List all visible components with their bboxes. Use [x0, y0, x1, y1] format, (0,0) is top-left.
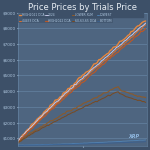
- BOTTOM: [106, 142, 108, 144]
- Title: Price Prices by Trials Price: Price Prices by Trials Price: [28, 3, 137, 12]
- BOTTOM: [22, 145, 24, 146]
- HIGH2021 DCA: [74, 82, 75, 84]
- LOWEST: [75, 143, 77, 144]
- HIGH2022 DCA: [99, 66, 101, 68]
- HIGH2021 DCA: [95, 63, 96, 65]
- LOWER XLM: [95, 97, 96, 99]
- BOTTOM: [96, 143, 98, 144]
- 2024: [17, 141, 19, 143]
- 60,63,65 DCA: [132, 98, 134, 100]
- 60,63,65 DCA: [117, 91, 119, 93]
- 60,63,65 DCA: [145, 101, 147, 103]
- BOTTOM: [132, 141, 134, 143]
- 2024: [104, 57, 106, 59]
- BOTTOM: [17, 144, 19, 146]
- Line: LOWER XLM: LOWER XLM: [18, 87, 146, 143]
- LOWER XLM: [93, 97, 95, 99]
- LOWER XLM: [99, 95, 101, 97]
- 60,63,65 DCA: [93, 101, 95, 103]
- 2024: [95, 66, 96, 68]
- LOWEST: [145, 139, 147, 141]
- HIGH2021 DCA: [130, 31, 132, 33]
- LOWEST: [96, 142, 98, 143]
- BOTTOM: [145, 141, 147, 142]
- LOWER XLM: [104, 92, 106, 94]
- BOTTOM: [75, 143, 77, 145]
- HIGH2021 DCA: [17, 140, 19, 141]
- LOWEST: [17, 144, 19, 146]
- HIGH2022 DCA: [93, 72, 95, 74]
- BOTTOM: [101, 142, 103, 144]
- HIGH2022 DCA: [104, 62, 106, 64]
- Line: 44433 DCA: 44433 DCA: [18, 25, 146, 142]
- 2024: [99, 61, 101, 63]
- 44433 DCA: [95, 67, 96, 69]
- 44433 DCA: [104, 59, 106, 61]
- LOWER XLM: [74, 107, 75, 109]
- 60,63,65 DCA: [74, 111, 75, 113]
- 60,63,65 DCA: [104, 96, 106, 98]
- LOWEST: [95, 142, 96, 144]
- LOWER XLM: [17, 142, 19, 144]
- HIGH2021 DCA: [145, 20, 147, 22]
- 44433 DCA: [74, 86, 75, 88]
- HIGH2022 DCA: [145, 27, 147, 29]
- LOWEST: [106, 141, 108, 143]
- LOWEST: [101, 141, 103, 143]
- 44433 DCA: [99, 63, 101, 65]
- Text: XRP: XRP: [128, 134, 139, 139]
- HIGH2022 DCA: [95, 70, 96, 72]
- LOWEST: [20, 144, 22, 146]
- LOWER XLM: [117, 86, 119, 88]
- 60,63,65 DCA: [99, 99, 101, 101]
- 2024: [93, 67, 95, 68]
- 60,63,65 DCA: [17, 142, 19, 144]
- LOWER XLM: [132, 93, 134, 95]
- HIGH2022 DCA: [74, 88, 75, 90]
- Line: HIGH2021 DCA: HIGH2021 DCA: [18, 21, 146, 140]
- HIGH2021 DCA: [93, 63, 95, 65]
- Legend: HIGH2021 DCA, 44433 DCA, 2024, HIGH2022 DCA, LOWER XLM, 60,63,65 DCA, LOWEST, BO: HIGH2021 DCA, 44433 DCA, 2024, HIGH2022 …: [18, 13, 113, 23]
- Line: BOTTOM: BOTTOM: [18, 142, 146, 146]
- HIGH2021 DCA: [99, 58, 101, 60]
- 2024: [130, 35, 132, 36]
- 60,63,65 DCA: [95, 100, 96, 102]
- 44433 DCA: [17, 141, 19, 143]
- Line: 2024: 2024: [18, 23, 146, 142]
- BOTTOM: [95, 143, 96, 145]
- 44433 DCA: [130, 37, 132, 38]
- Line: 60,63,65 DCA: 60,63,65 DCA: [18, 92, 146, 143]
- 2024: [74, 84, 75, 85]
- Line: LOWEST: LOWEST: [18, 140, 146, 145]
- 44433 DCA: [93, 69, 95, 70]
- LOWEST: [132, 140, 134, 142]
- 44433 DCA: [145, 24, 147, 26]
- HIGH2022 DCA: [17, 142, 19, 144]
- LOWER XLM: [145, 97, 147, 99]
- HIGH2021 DCA: [104, 54, 106, 56]
- 2024: [145, 22, 147, 24]
- HIGH2022 DCA: [130, 40, 132, 42]
- Line: HIGH2022 DCA: HIGH2022 DCA: [18, 28, 146, 143]
